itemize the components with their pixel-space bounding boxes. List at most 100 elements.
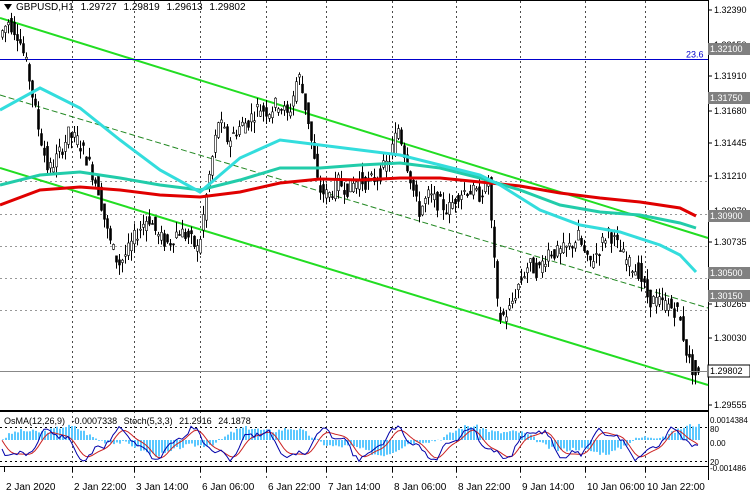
- osma-bar: [224, 436, 226, 440]
- candle-body: [418, 201, 421, 217]
- osma-bar: [554, 440, 556, 449]
- candle-body: [673, 308, 676, 318]
- osma-bar: [2, 439, 4, 440]
- candle-body: [25, 56, 28, 60]
- osma-bar: [644, 436, 646, 440]
- osma-bar: [530, 434, 532, 440]
- open-value: 1.29727: [80, 2, 117, 13]
- osma-bar: [443, 437, 445, 440]
- time-axis-label: 10 Jan 06:00: [587, 482, 645, 493]
- candle-body: [457, 195, 460, 202]
- candle-body: [217, 122, 220, 138]
- candle-body: [580, 238, 583, 245]
- candle-body: [520, 277, 523, 281]
- osma-bar: [617, 440, 619, 448]
- candle-body: [184, 231, 187, 239]
- candle-body: [433, 193, 436, 201]
- candle-body: [628, 257, 631, 267]
- osma-bar: [179, 440, 181, 450]
- candle-body: [634, 271, 637, 276]
- osma-bar: [173, 440, 175, 449]
- candle-body: [22, 43, 25, 54]
- osma-bar: [650, 437, 652, 440]
- candle-body: [586, 250, 589, 255]
- candle-body: [691, 354, 694, 376]
- candle-body: [244, 122, 247, 134]
- osma-bar: [359, 440, 361, 449]
- osma-bar: [509, 431, 511, 440]
- osma-bar: [296, 430, 298, 440]
- osma-bar: [17, 432, 19, 440]
- candle-body: [103, 203, 106, 220]
- candle-body: [481, 195, 484, 198]
- candle-body: [205, 194, 208, 221]
- time-axis-label: 7 Jan 14:00: [328, 482, 381, 493]
- candle-body: [361, 172, 364, 185]
- candle-body: [694, 360, 697, 376]
- candle-body: [415, 184, 418, 197]
- candle-body: [613, 235, 616, 237]
- osma-bar: [482, 428, 484, 440]
- osma-bar: [41, 431, 43, 440]
- osma-bar: [680, 429, 682, 440]
- candle-body: [568, 242, 571, 247]
- osma-bar: [575, 440, 577, 451]
- candle-body: [256, 104, 259, 108]
- regression-channel: [0, 17, 709, 386]
- osma-bar: [464, 425, 466, 440]
- candle-body: [352, 182, 355, 193]
- osma-bar: [425, 440, 427, 443]
- osma-bar: [98, 440, 100, 441]
- candle-body: [430, 193, 433, 196]
- osma-bar: [356, 440, 358, 448]
- osma-bar: [560, 440, 562, 450]
- candle-body: [454, 198, 457, 205]
- osma-bar: [161, 440, 163, 453]
- osma-bar: [86, 435, 88, 440]
- osma-bar: [242, 427, 244, 440]
- osma-bar: [455, 430, 457, 440]
- osma-bar: [413, 440, 415, 444]
- osma-bar: [527, 434, 529, 440]
- candle-body: [442, 199, 445, 211]
- candle-body: [499, 312, 502, 321]
- osma-bar: [284, 428, 286, 440]
- osma-bar: [488, 431, 490, 440]
- osma-bar: [290, 429, 292, 440]
- candle-body: [19, 39, 22, 44]
- price-axis-label: 1.31910: [714, 71, 747, 81]
- osma-bar: [569, 440, 571, 451]
- candle-body: [121, 259, 124, 263]
- price-level-tag: [708, 92, 750, 104]
- osma-bar: [137, 440, 139, 447]
- chart-header: GBPUSD,H1 1.29727 1.29819 1.29613 1.2980…: [4, 2, 250, 13]
- osma-bar: [5, 437, 7, 440]
- osma-bar: [275, 432, 277, 440]
- time-axis-label: 10 Jan 22:00: [647, 482, 705, 493]
- osma-bar: [647, 437, 649, 440]
- osma-bar: [596, 440, 598, 452]
- osma-bar: [659, 437, 661, 440]
- candle-body: [94, 179, 97, 184]
- osma-bar: [539, 440, 541, 443]
- candle-body: [652, 296, 655, 304]
- osma-bar: [44, 430, 46, 440]
- candle-body: [43, 147, 46, 156]
- dropdown-triangle-icon[interactable]: [4, 4, 12, 11]
- candle-body: [226, 126, 229, 143]
- candle-body: [541, 260, 544, 273]
- candle-body: [67, 126, 70, 145]
- osma-bar: [614, 440, 616, 451]
- osma-bar: [419, 440, 421, 443]
- osma-bar: [416, 440, 418, 442]
- osma-bar: [170, 440, 172, 452]
- candle-body: [241, 121, 244, 126]
- osma-bar: [521, 431, 523, 440]
- time-axis-label: 3 Jan 14:00: [136, 482, 189, 493]
- candle-body: [37, 109, 40, 130]
- candle-body: [49, 162, 52, 169]
- osma-bar: [434, 440, 436, 442]
- candle-body: [397, 128, 400, 139]
